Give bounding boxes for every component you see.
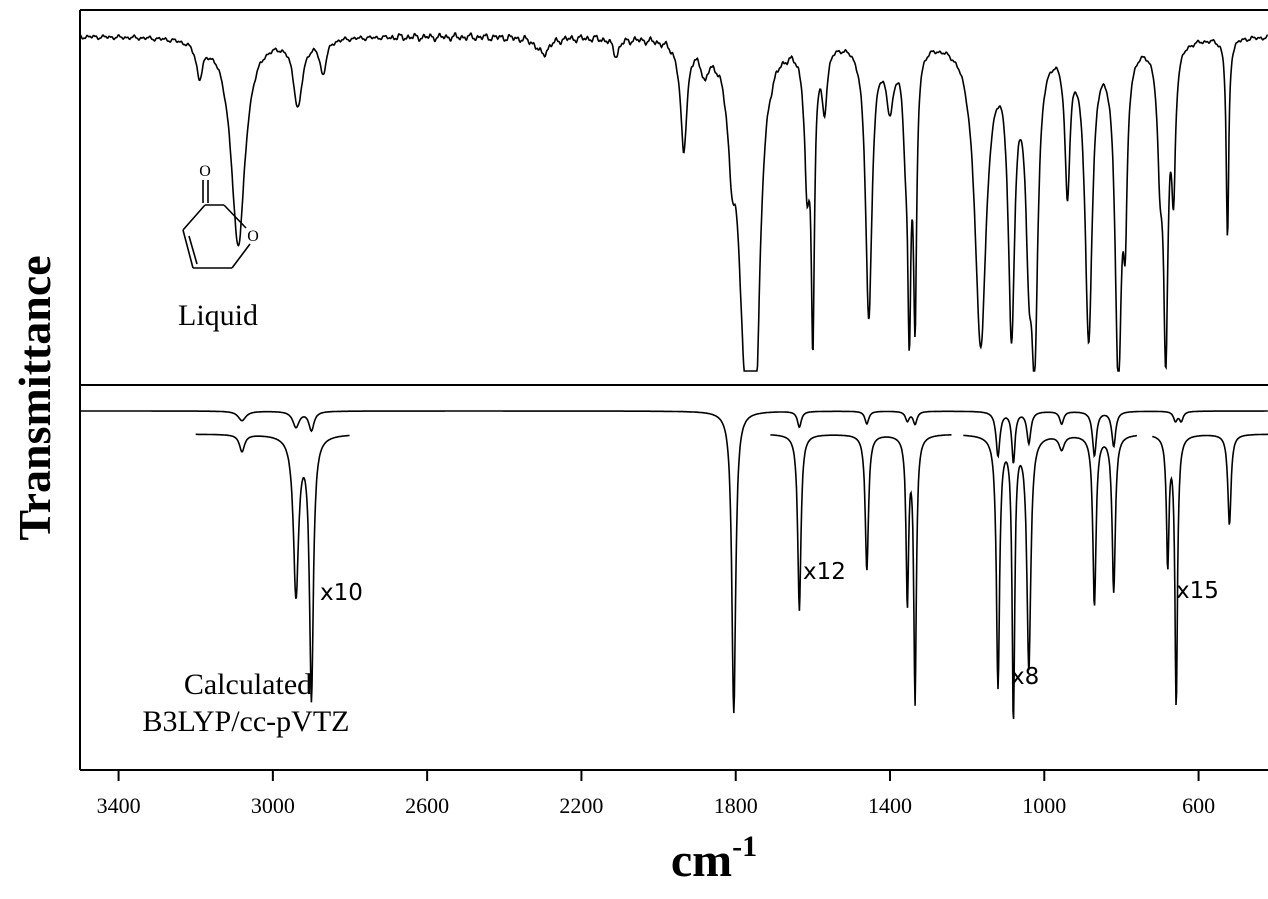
scale-x8-label: x8: [1011, 664, 1039, 690]
x-axis-title-exponent: -1: [732, 830, 757, 863]
x-tick-label: 1800: [714, 793, 758, 818]
x-axis-title-unit: cm: [671, 834, 732, 887]
x-tick-label: 600: [1182, 793, 1215, 818]
x-axis-title: cm-1: [671, 830, 757, 887]
molecule-carbonyl-oxygen: O: [199, 163, 211, 180]
method-label: B3LYP/cc-pVTZ: [143, 705, 350, 738]
x-tick-label: 1400: [868, 793, 912, 818]
x-tick-label: 3400: [97, 793, 141, 818]
x-axis-ticks: 3400 3000 2600 2200 1800 1400 1000 600: [97, 770, 1215, 818]
calculated-label: Calculated: [184, 668, 312, 701]
x-tick-label: 2600: [405, 793, 449, 818]
x-tick-label: 1000: [1022, 793, 1066, 818]
calculated-spectrum-line: [80, 410, 1268, 714]
scaled-spectrum-x12: [770, 434, 952, 706]
y-axis-title: Transmittance: [9, 255, 60, 540]
scaled-spectrum-x8: [963, 434, 1137, 720]
scale-x15-label: x15: [1176, 578, 1219, 604]
x-tick-label: 3000: [251, 793, 295, 818]
x-tick-label: 2200: [559, 793, 603, 818]
molecule-ring-oxygen: O: [247, 228, 259, 245]
scaled-spectra: [195, 433, 1268, 720]
scaled-spectrum-x10: [195, 433, 350, 703]
liquid-spectrum-line: [79, 32, 1268, 372]
scaled-spectrum-x15: [1152, 433, 1268, 706]
scale-x12-label: x12: [803, 559, 846, 585]
scale-x10-label: x10: [320, 580, 363, 606]
molecule-structure: [182, 180, 251, 269]
liquid-label: Liquid: [178, 299, 258, 332]
